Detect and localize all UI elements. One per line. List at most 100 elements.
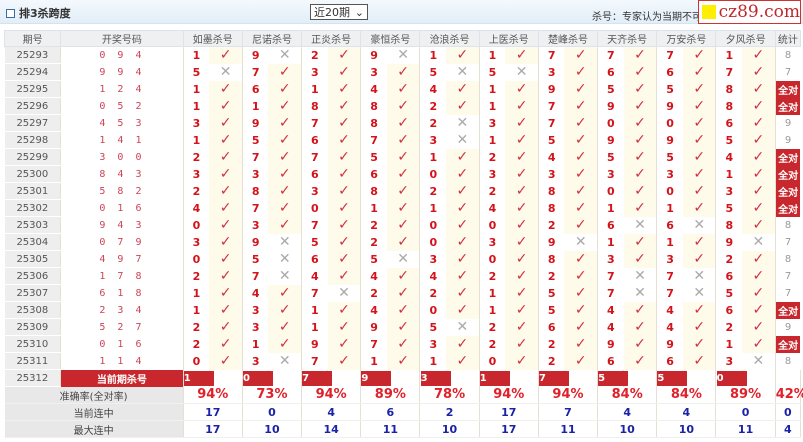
kill-number-cell: 0 [192, 218, 201, 232]
check-icon: ✓ [446, 80, 480, 98]
check-icon: ✓ [327, 352, 362, 370]
kill-number-cell: 1 [192, 133, 201, 147]
check-icon: ✓ [446, 250, 480, 268]
kill-number-cell: 6 [370, 167, 378, 181]
check-icon: ✓ [327, 301, 362, 319]
legend-note: 杀号：专家认为当期不可 [592, 12, 702, 23]
draw-number-cell: 3 0 0 [60, 148, 184, 166]
summary-value: 10 [656, 420, 717, 438]
check-icon: ✓ [386, 233, 421, 251]
kill-number-cell: 1 [311, 82, 319, 96]
check-icon: ✓ [505, 233, 539, 251]
cross-icon: ✕ [742, 352, 776, 370]
stat-value: 7 [784, 287, 792, 299]
period-cell: 25304 [4, 233, 62, 251]
kill-number-cell: 1 [370, 201, 378, 215]
check-icon: ✓ [209, 233, 243, 251]
kill-number-cell: 1 [429, 150, 438, 164]
current-kill-badge: 1 [479, 370, 510, 386]
check-icon: ✓ [327, 318, 362, 336]
check-icon: ✓ [446, 46, 480, 64]
check-icon: ✓ [446, 267, 480, 285]
cross-icon: ✕ [446, 63, 480, 81]
summary-value: 89% [715, 386, 776, 404]
kill-number-cell: 0 [429, 303, 438, 317]
kill-number-cell: 6 [607, 218, 615, 232]
stat-value: 9 [784, 134, 792, 146]
kill-number-cell: 1 [488, 99, 497, 113]
check-icon: ✓ [564, 250, 599, 268]
header-row: 期号 开奖号码 如墨杀号 尼诺杀号 正炎杀号 豪恒杀号 沧浪杀号 上医杀号 楚峰杀号 天齐杀号 万安… [3, 30, 802, 47]
check-icon: ✓ [327, 97, 362, 115]
check-icon: ✓ [386, 335, 421, 353]
period-cell: 25312 [4, 369, 62, 387]
kill-number-cell: 2 [488, 269, 497, 283]
table-row: 25293 0 9 4 1 ✓ 9 ✕ 2 ✓ 9 ✕ 1 ✓ 1 ✓ 7 ✓ 7 ✓ 7 ✓ 1 ✓ 8 [4, 46, 801, 64]
summary-value: 42% [775, 386, 803, 404]
check-icon: ✓ [268, 165, 303, 183]
draw-number-cell: 5 2 7 [60, 318, 184, 336]
kill-number-cell: 3 [311, 184, 319, 198]
kill-number-cell: 3 [488, 167, 497, 181]
stat-cell: 全对 [775, 148, 801, 166]
check-icon: ✓ [268, 284, 303, 302]
kill-number-cell: 9 [725, 235, 734, 249]
kill-number-cell: 3 [251, 167, 260, 181]
kill-number-cell: 7 [607, 269, 615, 283]
check-icon: ✓ [209, 352, 243, 370]
kill-number-cell: 4 [370, 82, 378, 96]
kill-number-cell: 9 [607, 337, 615, 351]
kill-number-cell: 3 [666, 252, 674, 266]
check-icon: ✓ [327, 216, 362, 234]
kill-number-cell: 8 [251, 184, 260, 198]
kill-number-cell: 8 [370, 184, 378, 198]
draw-number-cell: 1 7 8 [60, 267, 184, 285]
stat-cell: 8 [775, 217, 800, 234]
check-icon: ✓ [682, 97, 717, 115]
period-select[interactable]: 近20期 ⌄ [310, 4, 368, 20]
draw-number-cell: 0 9 4 [60, 46, 184, 64]
table-row: 25306 1 7 8 2 ✓ 7 ✕ 4 ✓ 4 ✓ 4 ✓ 2 ✓ 2 ✓ 7 ✕ 7 ✕ 6 ✓ 7 [4, 267, 801, 285]
stat-value: 7 [784, 66, 792, 78]
check-icon: ✓ [268, 131, 303, 149]
kill-number-cell: 1 [192, 303, 201, 317]
table-row: 25303 9 4 3 0 ✓ 3 ✓ 7 ✓ 2 ✓ 0 ✓ 0 ✓ 2 ✓ 6 ✕ 6 ✕ 8 ✓ 8 [4, 216, 801, 234]
check-icon: ✓ [564, 46, 599, 64]
kill-number-cell: 1 [488, 303, 497, 317]
period-cell: 25301 [4, 182, 62, 200]
summary-value: 10 [242, 420, 303, 438]
table-row: 25305 4 9 7 0 ✓ 5 ✕ 6 ✓ 5 ✕ 3 ✓ 0 ✓ 8 ✓ 3 ✓ 3 ✓ 2 ✓ 8 [4, 250, 801, 268]
check-icon: ✓ [564, 284, 599, 302]
check-icon: ✓ [682, 352, 717, 370]
current-kill-badge: 5 [598, 370, 629, 386]
kill-number-cell: 3 [547, 167, 556, 181]
kill-number-cell: 7 [607, 286, 615, 300]
check-icon: ✓ [386, 182, 421, 200]
check-icon: ✓ [505, 131, 539, 149]
check-icon: ✓ [446, 335, 480, 353]
check-icon: ✓ [564, 335, 599, 353]
stat-cell: 全对 [775, 182, 801, 200]
check-icon: ✓ [623, 301, 658, 319]
period-cell: 25308 [4, 301, 62, 319]
kill-number-cell: 4 [429, 82, 438, 96]
kill-number-cell: 5 [725, 133, 734, 147]
check-icon: ✓ [505, 318, 539, 336]
kill-number-cell: 3 [251, 218, 260, 232]
cross-icon: ✕ [386, 250, 421, 268]
kill-number-cell: 3 [370, 65, 378, 79]
check-icon: ✓ [564, 165, 599, 183]
current-kill-badge: 7 [302, 370, 333, 386]
table-row: 25295 1 2 4 1 ✓ 6 ✓ 1 ✓ 4 ✓ 4 ✓ 1 ✓ 9 ✓ 5 ✓ 5 ✓ 8 ✓ 全对 [4, 80, 801, 98]
summary-value: 10 [419, 420, 480, 438]
summary-row: 准确率(全对率) 94% 73% 94% 89% 78% 94% 94% 84% 84% 89% 42… [4, 386, 803, 404]
kill-number-cell: 3 [725, 354, 734, 368]
check-icon: ✓ [209, 80, 243, 98]
kill-number-cell: 9 [607, 133, 615, 147]
period-cell: 25302 [4, 199, 62, 217]
kill-number-cell: 4 [429, 269, 438, 283]
draw-number-cell: 0 1 6 [60, 335, 184, 353]
kill-number-cell: 3 [429, 252, 438, 266]
check-icon: ✓ [742, 182, 776, 200]
check-icon: ✓ [268, 199, 303, 217]
